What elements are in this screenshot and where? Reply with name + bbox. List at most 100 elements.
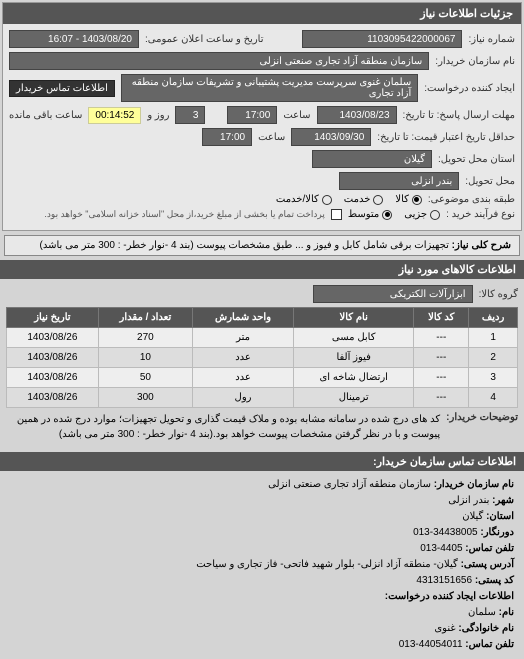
c-postal-label: دورنگار: — [480, 527, 514, 538]
c-province: گیلان — [462, 511, 483, 522]
table-cell: --- — [414, 388, 469, 408]
radio-small[interactable]: جزیی — [404, 209, 440, 220]
table-cell: 1403/08/26 — [7, 368, 99, 388]
table-cell: عدد — [193, 348, 294, 368]
deadline-date-field: 1403/08/23 — [317, 106, 397, 124]
table-cell: --- — [414, 348, 469, 368]
c-lname-label: نام خانوادگی: — [458, 623, 514, 634]
buyer-note-label: توضیحات خریدار: — [446, 412, 518, 423]
deadline-time-label: ساعت — [283, 110, 310, 121]
c-name-label: نام: — [499, 607, 514, 618]
table-cell: 3 — [469, 368, 518, 388]
validity-time-label: ساعت — [258, 132, 285, 143]
city-field: بندر انزلی — [339, 172, 459, 190]
table-cell: کابل مسی — [294, 328, 414, 348]
c-zip-label: کد پستی: — [475, 575, 514, 586]
table-row: 3---ارتضال شاخه ایعدد501403/08/26 — [7, 368, 518, 388]
process-note: پرداخت تمام یا بخشی از مبلغ خرید،از محل … — [44, 209, 324, 220]
radio-both[interactable]: کالا/خدمت — [276, 194, 332, 205]
table-header: تاریخ نیاز — [7, 308, 99, 328]
radio-medium-label: متوسط — [348, 209, 379, 220]
validity-label: حداقل تاریخ اعتبار قیمت: تا تاریخ: — [377, 132, 515, 143]
table-cell: متر — [193, 328, 294, 348]
c-address: گیلان- منطقه آزاد انزلی- بلوار شهید فاتح… — [196, 559, 458, 570]
table-header: نام کالا — [294, 308, 414, 328]
panel-title: جزئیات اطلاعات نیاز — [3, 3, 521, 24]
table-cell: عدد — [193, 368, 294, 388]
radio-goods-label: کالا — [395, 194, 409, 205]
radio-goods[interactable]: کالا — [395, 194, 422, 205]
table-cell: 1403/08/26 — [7, 388, 99, 408]
table-cell: --- — [414, 328, 469, 348]
table-header: واحد شمارش — [193, 308, 294, 328]
request-no-label: شماره نیاز: — [468, 34, 515, 45]
c-org-label: نام سازمان خریدار: — [434, 479, 514, 490]
radio-service[interactable]: خدمت — [344, 194, 384, 205]
table-cell: 4 — [469, 388, 518, 408]
treasury-checkbox[interactable] — [331, 209, 342, 220]
buyer-contact-button[interactable]: اطلاعات تماس خریدار — [9, 80, 115, 97]
general-desc-value: تجهیزات برقی شامل کابل و فیوز و ... طبق … — [40, 240, 449, 251]
deadline-label: مهلت ارسال پاسخ: تا تاریخ: — [403, 110, 515, 121]
goods-section-title: اطلاعات کالاهای مورد نیاز — [0, 260, 524, 279]
radio-medium[interactable]: متوسط — [348, 209, 392, 220]
c-zip: 4313151656 — [416, 575, 472, 586]
c-name: سلمان — [468, 607, 496, 618]
group-label: گروه کالا: — [479, 289, 518, 300]
province-label: استان محل تحویل: — [438, 154, 515, 165]
contact-section-title: اطلاعات تماس سازمان خریدار: — [0, 452, 524, 471]
countdown-timer: 00:14:52 — [88, 107, 141, 124]
table-header: تعداد / مقدار — [98, 308, 192, 328]
c-fax-label: تلفن تماس: — [465, 543, 514, 554]
table-cell: رول — [193, 388, 294, 408]
c-address-label: آدرس پستی: — [461, 559, 514, 570]
table-cell: 10 — [98, 348, 192, 368]
table-row: 1---کابل مسیمتر2701403/08/26 — [7, 328, 518, 348]
buyer-label: نام سازمان خریدار: — [435, 56, 515, 67]
c-city-label: شهر: — [492, 495, 514, 506]
group-field: ابزارآلات الکتریکی — [313, 285, 473, 303]
pack-label: طبقه بندی موضوعی: — [428, 194, 515, 205]
table-cell: 1403/08/26 — [7, 328, 99, 348]
requester-field: سلمان غنوی سرپرست مدیریت پشتیبانی و تشری… — [121, 74, 418, 102]
c-lname: غنوی — [434, 623, 455, 634]
table-cell: ارتضال شاخه ای — [294, 368, 414, 388]
table-cell: 50 — [98, 368, 192, 388]
days-count-field: 3 — [175, 106, 205, 124]
announce-field: 1403/08/20 - 16:07 — [9, 30, 139, 48]
radio-dot-icon — [322, 195, 332, 205]
city-label: محل تحویل: — [465, 176, 515, 187]
process-label: نوع فرآیند خرید : — [446, 209, 515, 220]
request-no-field: 1103095422000067 — [302, 30, 462, 48]
table-header: ردیف — [469, 308, 518, 328]
radio-dot-icon — [373, 195, 383, 205]
c-postal: 34438005-013 — [413, 527, 478, 538]
radio-dot-icon — [430, 210, 440, 220]
table-cell: 270 — [98, 328, 192, 348]
table-row: 2---فیوز آلفاعدد101403/08/26 — [7, 348, 518, 368]
c-phone-label: تلفن تماس: — [465, 639, 514, 650]
c-city: بندر انزلی — [448, 495, 489, 506]
announce-label: تاریخ و ساعت اعلان عمومی: — [145, 34, 264, 45]
table-cell: ترمینال — [294, 388, 414, 408]
deadline-time-field: 17:00 — [227, 106, 277, 124]
table-row: 4---ترمینالرول3001403/08/26 — [7, 388, 518, 408]
province-field: گیلان — [312, 150, 432, 168]
validity-time-field: 17:00 — [202, 128, 252, 146]
requester-label: ایجاد کننده درخواست: — [424, 83, 515, 94]
remaining-label: ساعت باقی مانده — [9, 110, 82, 121]
radio-both-label: کالا/خدمت — [276, 194, 319, 205]
table-cell: 1 — [469, 328, 518, 348]
table-cell: فیوز آلفا — [294, 348, 414, 368]
c-phone: 44054011-013 — [399, 639, 463, 650]
radio-service-label: خدمت — [344, 194, 371, 205]
table-header: کد کالا — [414, 308, 469, 328]
radio-dot-icon — [382, 210, 392, 220]
c-province-label: استان: — [486, 511, 514, 522]
table-cell: --- — [414, 368, 469, 388]
creator-section-label: اطلاعات ایجاد کننده درخواست: — [385, 591, 514, 602]
radio-small-label: جزیی — [404, 209, 427, 220]
table-cell: 2 — [469, 348, 518, 368]
table-cell: 300 — [98, 388, 192, 408]
radio-dot-icon — [412, 195, 422, 205]
